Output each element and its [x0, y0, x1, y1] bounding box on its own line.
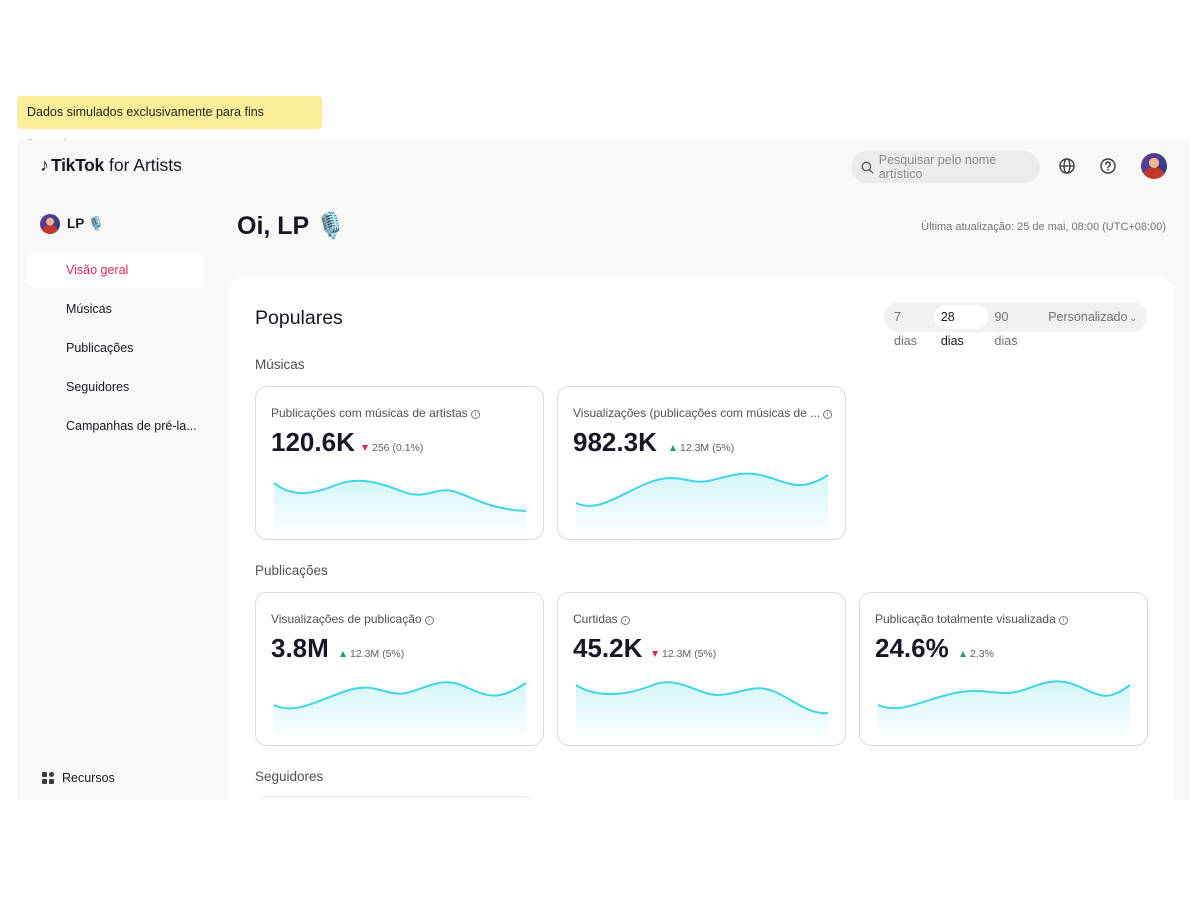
grid-icon: [42, 772, 54, 784]
sidebar-item-overview[interactable]: Visão geral: [27, 252, 204, 288]
metric-card-song-post-views[interactable]: Visualizações (publicações com músicas d…: [557, 386, 846, 540]
range-7-days[interactable]: 7 dias: [894, 310, 917, 348]
demo-data-banner: Dados simulados exclusivamente para fins…: [17, 96, 322, 152]
logo-brand: TikTok: [51, 155, 104, 175]
arrow-up-icon: [340, 651, 346, 657]
page-title: Oi, LP 🎙️: [237, 212, 346, 241]
section-songs: Músicas: [255, 357, 305, 372]
resources-label: Recursos: [62, 771, 115, 785]
date-range-selector: 7 dias 28 dias 90 dias Personalizado ⌄: [884, 302, 1147, 348]
metric-card-song-posts[interactable]: Publicações com músicas de artistas i 120…: [255, 386, 544, 540]
logo[interactable]: ♪ TikTok for Artists: [40, 155, 182, 176]
sparkline-chart: [273, 681, 527, 745]
sparkline-chart: [575, 681, 829, 745]
card-label: Publicações com músicas de artistas i: [271, 406, 533, 420]
info-icon[interactable]: i: [424, 616, 434, 625]
help-icon[interactable]: [1099, 157, 1117, 175]
panel-title: Populares: [255, 307, 343, 329]
greeting-text: Oi, LP: [237, 212, 310, 240]
card-label: Visualizações de publicação i: [271, 612, 533, 626]
user-avatar[interactable]: [1141, 153, 1167, 179]
info-icon[interactable]: i: [470, 410, 480, 419]
chevron-down-icon: ⌄: [1129, 313, 1137, 323]
section-posts: Publicações: [255, 563, 328, 578]
card-value: 982.3K: [573, 427, 657, 457]
popular-panel: Populares 7 dias 28 dias 90 dias Persona…: [228, 277, 1174, 800]
tiktok-note-icon: ♪: [40, 155, 49, 175]
globe-icon[interactable]: [1058, 157, 1076, 175]
card-label: Visualizações (publicações com músicas d…: [573, 406, 835, 420]
card-value: 3.8M: [271, 633, 329, 663]
arrow-up-icon: [960, 651, 966, 657]
artist-name: LP 🎙️: [67, 216, 105, 231]
card-delta: 12.3M (5%): [652, 648, 716, 660]
sidebar-item-songs[interactable]: Músicas: [66, 302, 112, 316]
sidebar: LP 🎙️ Visão geral Músicas Publicações Se…: [17, 195, 217, 800]
arrow-up-icon: [670, 445, 676, 451]
last-updated: Última atualização: 25 de mai, 08:00 (UT…: [921, 221, 1166, 233]
sparkline-chart: [575, 472, 829, 539]
info-icon[interactable]: i: [823, 410, 833, 419]
card-label: Curtidas i: [573, 612, 835, 626]
search-icon: [861, 161, 874, 174]
section-followers: Seguidores: [255, 769, 324, 784]
info-icon[interactable]: i: [1058, 616, 1068, 625]
microphone-icon: 🎙️: [315, 212, 347, 240]
range-28-days[interactable]: 28 dias: [933, 305, 988, 348]
range-custom[interactable]: Personalizado ⌄: [1041, 305, 1144, 329]
card-delta: 2.3%: [960, 648, 994, 660]
card-delta: 256 (0.1%): [362, 442, 423, 454]
arrow-down-icon: [362, 445, 368, 451]
metric-card-likes[interactable]: Curtidas i 45.2K 12.3M (5%): [557, 592, 846, 746]
sidebar-item-presave-campaigns[interactable]: Campanhas de pré-la...: [66, 419, 197, 433]
followers-card-partial: [255, 796, 535, 800]
metric-card-completed-views[interactable]: Publicação totalmente visualizada i 24.6%…: [859, 592, 1148, 746]
resources-link[interactable]: Recursos: [42, 771, 115, 785]
card-delta: 12.3M (5%): [340, 648, 404, 660]
range-90-days[interactable]: 90 dias: [994, 310, 1018, 348]
card-value: 45.2K: [573, 633, 643, 663]
card-delta: 12.3M (5%): [670, 442, 734, 454]
search-placeholder: Pesquisar pelo nome artístico: [878, 153, 997, 181]
app-window: ♪ TikTok for Artists Pesquisar pelo nome…: [17, 140, 1190, 800]
logo-suffix: for Artists: [108, 155, 182, 175]
card-value: 24.6%: [875, 633, 949, 663]
card-label: Publicação totalmente visualizada i: [875, 612, 1137, 626]
sidebar-item-posts[interactable]: Publicações: [66, 341, 134, 355]
metric-card-post-views[interactable]: Visualizações de publicação i 3.8M 12.3M …: [255, 592, 544, 746]
arrow-down-icon: [652, 651, 658, 657]
artist-avatar: [40, 214, 60, 234]
sidebar-item-followers[interactable]: Seguidores: [66, 380, 130, 394]
info-icon[interactable]: i: [620, 616, 630, 625]
top-bar: ♪ TikTok for Artists Pesquisar pelo nome…: [17, 140, 1190, 195]
sidebar-nav: Visão geral Músicas Publicações Seguidor…: [27, 252, 204, 447]
sparkline-chart: [273, 479, 527, 539]
sparkline-chart: [877, 680, 1131, 745]
card-value: 120.6K: [271, 427, 355, 457]
range-custom-label: Personalizado: [1048, 310, 1128, 324]
artist-profile[interactable]: LP 🎙️: [40, 214, 105, 234]
search-input[interactable]: Pesquisar pelo nome artístico: [851, 151, 1040, 183]
